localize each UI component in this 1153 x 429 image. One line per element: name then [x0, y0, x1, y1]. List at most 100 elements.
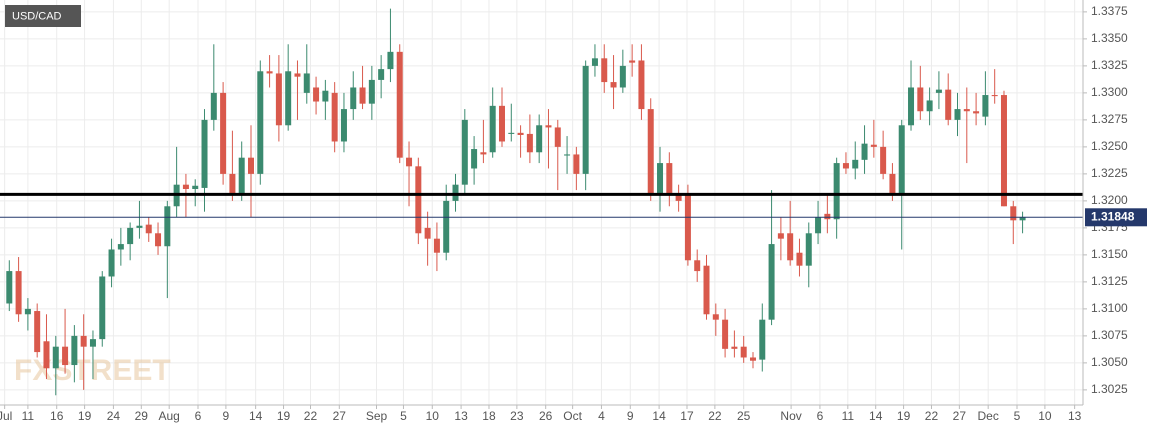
candle-body: [712, 314, 719, 320]
candle-body: [815, 217, 822, 234]
candle-body: [833, 163, 840, 220]
candle-body: [526, 133, 533, 153]
candle-body: [973, 111, 980, 114]
candle-body: [880, 146, 887, 174]
candle-body: [638, 60, 645, 110]
candle-body: [629, 60, 636, 63]
candle-body: [471, 149, 478, 169]
candle-body: [991, 95, 998, 97]
x-tick-label: 13: [454, 409, 468, 423]
candle-body: [350, 87, 357, 110]
candle-body: [591, 58, 598, 66]
candles: [0, 8, 1083, 396]
candle-body: [145, 224, 152, 234]
candle-body: [406, 157, 413, 167]
candle-body: [675, 195, 682, 201]
candle-body: [545, 125, 552, 128]
candle-body: [684, 195, 691, 261]
candle-body: [731, 346, 738, 349]
x-tick-label: 23: [510, 409, 524, 423]
x-tick-label: 14: [869, 409, 883, 423]
candle-body: [15, 271, 22, 315]
watermark: FXSTREET: [14, 354, 171, 387]
y-tick-label: 1.3300: [1091, 85, 1128, 99]
candle-body: [1010, 206, 1017, 221]
candle-body: [536, 125, 543, 153]
x-tick-label: 22: [925, 409, 939, 423]
candle-body: [908, 87, 915, 126]
candle-body: [1000, 95, 1007, 207]
x-tick-label: 22: [304, 409, 318, 423]
candle-body: [461, 119, 468, 185]
candle-body: [136, 225, 143, 228]
x-tick-label: 6: [817, 409, 824, 423]
candle-body: [647, 109, 654, 196]
x-tick-label: 5: [400, 409, 407, 423]
title-box: [5, 5, 81, 27]
x-tick-label: 4: [598, 409, 605, 423]
candle-body: [266, 71, 273, 74]
candle-body: [777, 233, 784, 239]
current-price-box: [1085, 208, 1147, 227]
x-tick-label: 29: [135, 409, 149, 423]
x-tick-label: 27: [953, 409, 967, 423]
y-tick-label: 1.3125: [1091, 274, 1128, 288]
x-tick-label: 16: [50, 409, 64, 423]
candle-body: [805, 233, 812, 266]
candle-body: [870, 144, 877, 147]
candle-body: [759, 319, 766, 360]
x-tick-label: 17: [680, 409, 694, 423]
current-price-label: 1.31848: [1091, 209, 1135, 223]
y-tick-label: 1.3275: [1091, 112, 1128, 126]
candle-body: [601, 58, 608, 83]
x-tick-label: 9: [223, 409, 230, 423]
candle-body: [824, 213, 831, 220]
candle-body: [80, 335, 87, 347]
candle-body: [201, 119, 208, 188]
y-tick-label: 1.3150: [1091, 247, 1128, 261]
candle-body: [331, 92, 338, 142]
candle-body: [108, 249, 115, 277]
x-tick-label: 25: [737, 409, 751, 423]
x-tick-label: Sep: [366, 409, 388, 423]
candle-body: [796, 252, 803, 266]
candle-body: [89, 339, 96, 347]
grid: [0, 0, 1083, 405]
candle-body: [192, 185, 199, 189]
x-tick-label: 6: [195, 409, 202, 423]
y-tick-label: 1.3100: [1091, 301, 1128, 315]
candle-body: [313, 87, 320, 102]
candle-body: [52, 346, 59, 369]
candle-body: [619, 65, 626, 88]
candle-body: [238, 157, 245, 196]
candle-body: [210, 92, 217, 120]
candle-body: [71, 335, 78, 366]
x-tick-label: 19: [897, 409, 911, 423]
x-tick-label: Nov: [780, 409, 801, 423]
x-tick-label: Aug: [159, 409, 180, 423]
candle-body: [99, 276, 106, 340]
candle-body: [340, 109, 347, 142]
candle-body: [257, 71, 264, 174]
candle-body: [155, 233, 162, 247]
candle-body: [378, 69, 385, 80]
candle-body: [749, 357, 756, 361]
x-tick-label: 10: [426, 409, 440, 423]
candle-body: [703, 265, 710, 315]
candle-body: [926, 100, 933, 112]
x-tick-label: 14: [249, 409, 263, 423]
candle-body: [666, 163, 673, 196]
x-tick-label: 19: [78, 409, 92, 423]
candle-body: [722, 319, 729, 349]
candle-body: [433, 238, 440, 253]
candle-body: [1019, 217, 1026, 221]
candle-body: [982, 95, 989, 117]
candle-body: [285, 71, 292, 126]
candle-body: [861, 143, 868, 160]
candle-body: [898, 125, 905, 196]
x-tick-label: 26: [539, 409, 553, 423]
x-tick-label: Dec: [978, 409, 999, 423]
candle-body: [480, 152, 487, 155]
y-tick-label: 1.3325: [1091, 58, 1128, 72]
y-tick-label: 1.3025: [1091, 382, 1128, 396]
